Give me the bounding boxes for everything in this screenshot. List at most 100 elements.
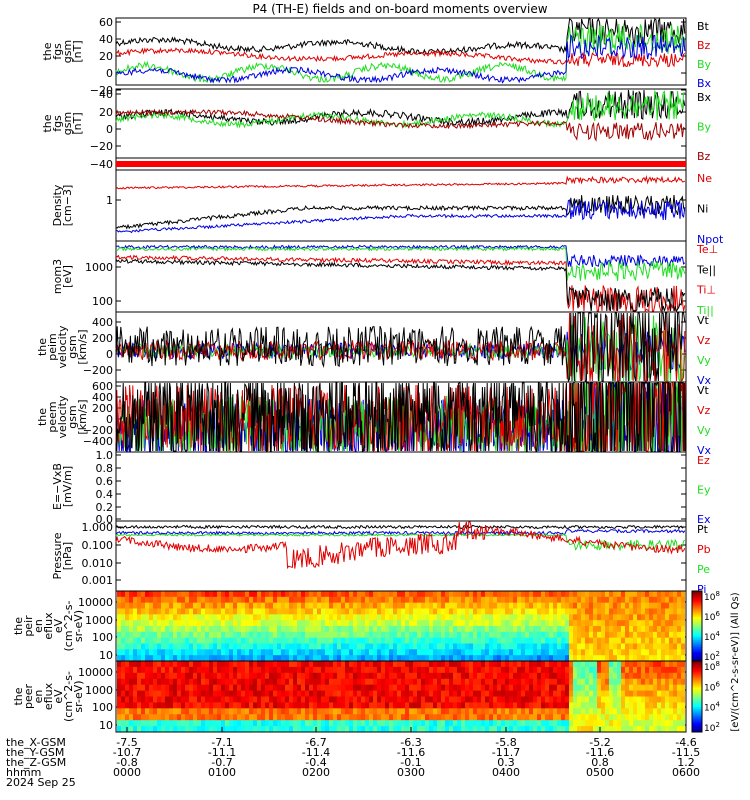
heatmap-cell — [585, 702, 589, 709]
colorbar-cell — [692, 710, 702, 713]
heatmap-cell — [369, 661, 373, 668]
heatmap-cell — [349, 620, 353, 627]
heatmap-cell — [497, 591, 501, 598]
heatmap-cell — [445, 637, 449, 644]
heatmap-cell — [449, 661, 453, 668]
heatmap-cell — [641, 684, 645, 692]
heatmap-cell — [461, 631, 465, 639]
heatmap-cell — [293, 631, 297, 639]
heatmap-cell — [597, 620, 601, 627]
heatmap-cell — [377, 602, 381, 609]
heatmap-cell — [301, 720, 305, 727]
heatmap-cell — [461, 596, 465, 604]
heatmap-cell — [453, 591, 457, 598]
heatmap-cell — [369, 702, 373, 709]
heatmap-cell — [321, 726, 325, 733]
heatmap-cell — [133, 591, 137, 598]
heatmap-cell — [293, 591, 297, 598]
heatmap-cell — [589, 720, 593, 727]
heatmap-cell — [153, 708, 157, 715]
heatmap-cell — [321, 672, 325, 680]
heatmap-cell — [525, 678, 529, 686]
heatmap-cell — [477, 637, 481, 644]
heatmap-cell — [237, 678, 241, 686]
heatmap-cell — [665, 643, 669, 650]
te-perp-line — [115, 244, 686, 269]
heatmap-cell — [481, 596, 485, 604]
colorbar-cell — [692, 700, 702, 703]
heatmap-cell — [181, 643, 185, 650]
heatmap-cell — [449, 696, 453, 703]
heatmap-cell — [517, 661, 521, 668]
heatmap-cell — [277, 637, 281, 644]
y-axis-label: eflux — [42, 682, 55, 710]
heatmap-cell — [549, 655, 553, 662]
heatmap-cell — [257, 696, 261, 703]
heatmap-cell — [425, 696, 429, 703]
heatmap-cell — [489, 626, 493, 633]
heatmap-cell — [649, 714, 653, 721]
ni-line — [115, 194, 686, 230]
heatmap-cell — [429, 720, 433, 727]
heatmap-cell — [133, 614, 137, 621]
heatmap-cell — [353, 596, 357, 604]
heatmap-cell — [465, 684, 469, 692]
heatmap-cell — [345, 620, 349, 627]
heatmap-cell — [361, 684, 365, 692]
heatmap-cell — [297, 708, 301, 715]
heatmap-cell — [261, 678, 265, 686]
heatmap-cell — [121, 637, 125, 644]
heatmap-cell — [241, 608, 245, 615]
heatmap-cell — [665, 591, 669, 598]
heatmap-cell — [389, 696, 393, 703]
heatmap-cell — [265, 596, 269, 604]
heatmap-cell — [481, 672, 485, 680]
heatmap-cell — [497, 602, 501, 609]
heatmap-cell — [477, 684, 481, 692]
heatmap-cell — [397, 720, 401, 727]
heatmap-cell — [345, 666, 349, 674]
heatmap-cell — [141, 596, 145, 604]
heatmap-cell — [521, 690, 525, 697]
heatmap-cell — [437, 614, 441, 621]
heatmap-cell — [257, 690, 261, 697]
heatmap-cell — [565, 720, 569, 727]
heatmap-cell — [597, 655, 601, 662]
heatmap-cell — [301, 678, 305, 686]
heatmap-cell — [373, 643, 377, 650]
heatmap-cell — [581, 714, 585, 721]
heatmap-cell — [181, 591, 185, 598]
heatmap-cell — [461, 678, 465, 686]
heatmap-cell — [153, 626, 157, 633]
heatmap-cell — [201, 720, 205, 727]
heatmap-cell — [181, 620, 185, 627]
heatmap-cell — [661, 620, 665, 627]
heatmap-cell — [177, 614, 181, 621]
heatmap-cell — [173, 720, 177, 727]
panel-9: 1.0000.1000.0100.001Pressure[nPa]PtPbPeP… — [51, 520, 711, 596]
heatmap-cell — [145, 684, 149, 692]
heatmap-cell — [645, 655, 649, 662]
heatmap-cell — [353, 690, 357, 697]
heatmap-cell — [233, 626, 237, 633]
heatmap-cell — [357, 726, 361, 733]
heatmap-cell — [157, 678, 161, 686]
heatmap-cell — [269, 620, 273, 627]
heatmap-cell — [469, 708, 473, 715]
heatmap-cell — [385, 626, 389, 633]
heatmap-cell — [217, 591, 221, 598]
heatmap-cell — [241, 714, 245, 721]
heatmap-cell — [497, 720, 501, 727]
heatmap-cell — [481, 661, 485, 668]
heatmap-cell — [337, 602, 341, 609]
heatmap-cell — [205, 602, 209, 609]
heatmap-cell — [361, 696, 365, 703]
heatmap-cell — [141, 602, 145, 609]
heatmap-cell — [669, 714, 673, 721]
heatmap-cell — [329, 714, 333, 721]
heatmap-cell — [329, 672, 333, 680]
heatmap-cell — [529, 591, 533, 598]
heatmap-cell — [553, 690, 557, 697]
heatmap-cell — [645, 678, 649, 686]
heatmap-cell — [189, 649, 193, 656]
